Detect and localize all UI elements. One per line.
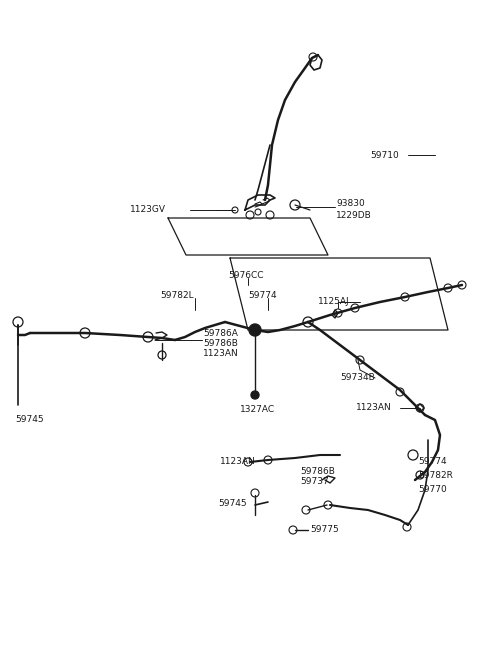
Text: 59770: 59770 <box>418 486 447 495</box>
Circle shape <box>249 324 261 336</box>
Text: 59710: 59710 <box>370 150 399 160</box>
Text: 59774: 59774 <box>248 290 276 300</box>
Text: 59786A: 59786A <box>203 330 238 338</box>
Text: 59782R: 59782R <box>418 472 453 480</box>
Text: 1327AC: 1327AC <box>240 405 275 415</box>
Text: 59774: 59774 <box>418 457 446 466</box>
Text: 59745: 59745 <box>15 415 44 424</box>
Text: 1123AN: 1123AN <box>220 457 256 466</box>
Text: 59775: 59775 <box>310 526 339 535</box>
Text: 1125AJ: 1125AJ <box>318 298 349 307</box>
Text: 1123AN: 1123AN <box>356 403 392 413</box>
Text: 59745: 59745 <box>218 499 247 507</box>
Text: 59786B: 59786B <box>300 468 335 476</box>
Text: 1229DB: 1229DB <box>336 210 372 219</box>
Text: 59737: 59737 <box>300 478 329 486</box>
Text: 59734B: 59734B <box>340 373 375 382</box>
Text: 59782L: 59782L <box>160 290 193 300</box>
Text: 1123AN: 1123AN <box>203 350 239 359</box>
Text: 1123GV: 1123GV <box>130 206 166 214</box>
Text: 5976CC: 5976CC <box>228 271 264 279</box>
Text: 59786B: 59786B <box>203 340 238 348</box>
Circle shape <box>251 391 259 399</box>
Text: 93830: 93830 <box>336 198 365 208</box>
